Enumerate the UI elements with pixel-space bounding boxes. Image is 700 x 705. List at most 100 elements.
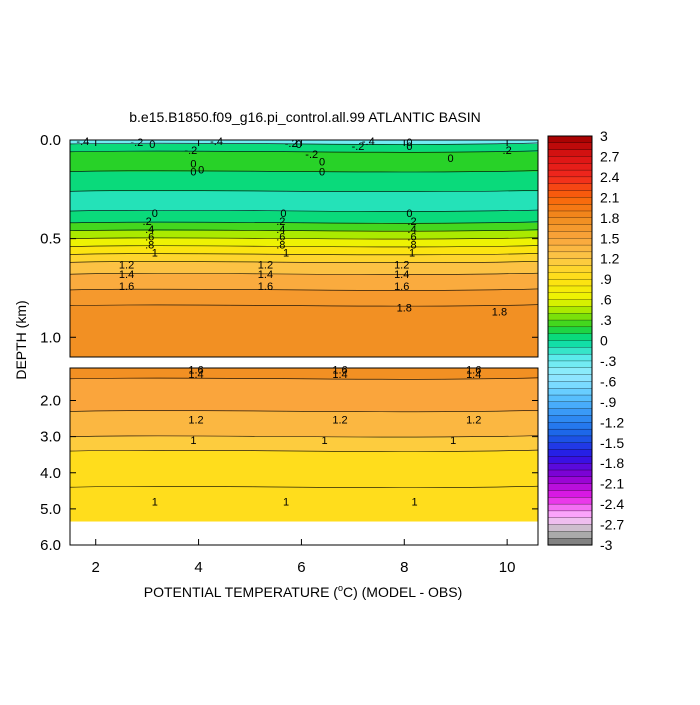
colorbar-swatch (547, 388, 593, 396)
colorbar-swatch (547, 476, 593, 485)
colorbar-swatch (547, 503, 593, 512)
contour-label: 1.2 (466, 415, 481, 427)
colorbar-swatch (547, 510, 593, 519)
contour-line (69, 229, 539, 232)
contour-band (70, 191, 538, 212)
colorbar-swatch (547, 333, 593, 342)
contour-line (69, 304, 539, 307)
colorbar-swatch (547, 204, 593, 212)
contour-band (70, 246, 538, 255)
contour-label: 1 (450, 435, 456, 447)
contour-label: .8 (407, 240, 416, 252)
colorbar-label: 3 (600, 128, 608, 144)
colorbar-swatch (547, 217, 593, 226)
contour-band (70, 436, 538, 452)
contour-label: 1.2 (332, 415, 347, 427)
contour-band (70, 171, 538, 192)
colorbar-swatch (547, 497, 593, 505)
contour-line (69, 209, 539, 212)
contour-band (70, 451, 538, 488)
contour-label: 1.6 (188, 364, 203, 376)
contour-label: 1 (152, 247, 158, 259)
contour-line (69, 272, 539, 275)
contour-line (69, 150, 539, 153)
contour-label: -.2 (184, 145, 197, 157)
colorbar-label: 0 (600, 333, 608, 349)
colorbar-swatch (547, 394, 593, 403)
colorbar-swatch (547, 190, 593, 198)
contour-line (69, 377, 539, 380)
colorbar-swatch (547, 463, 593, 471)
contour-label: 1.8 (397, 303, 412, 315)
contour-label: 1.4 (119, 269, 134, 281)
colorbar-swatch (547, 197, 593, 205)
colorbar-swatch (547, 408, 593, 417)
contour-label: 1.4 (258, 269, 273, 281)
y-tick-label: 0.5 (40, 231, 61, 248)
colorbar-label: 2.4 (600, 169, 620, 185)
colorbar-swatch (547, 531, 593, 539)
contour-label: 0 (406, 141, 412, 153)
contour-label: .2 (276, 216, 285, 228)
contour-line (69, 288, 539, 291)
contour-line (69, 142, 539, 145)
contour-line (69, 189, 539, 193)
contour-label: -.2 (285, 138, 298, 150)
contour-label: 0 (448, 153, 454, 165)
contour-label: 1 (412, 497, 418, 509)
contour-band (70, 368, 538, 380)
contour-label: .6 (145, 232, 154, 244)
colorbar-label: .9 (600, 271, 612, 287)
contour-label: 1.8 (492, 307, 507, 319)
contour-label: 1.4 (188, 369, 203, 381)
contour-band (70, 487, 538, 523)
contour-label: 0 (406, 208, 412, 220)
x-axis-label-post: C) (MODEL - OBS) (343, 584, 462, 600)
colorbar-label: -1.5 (600, 435, 624, 451)
contour-label: 1 (152, 497, 158, 509)
colorbar-swatch (547, 326, 593, 335)
no-data-region (70, 521, 538, 545)
x-axis: 2 4 6 8 10 (92, 140, 515, 576)
contour-band (70, 254, 538, 263)
x-axis-label: POTENTIAL TEMPERATURE (oC) (MODEL - OBS) (144, 583, 463, 600)
colorbar-swatch (547, 163, 593, 171)
contour-label: 1 (283, 247, 289, 259)
colorbar-label: -.6 (600, 373, 617, 389)
colorbar-swatch (547, 524, 593, 532)
contour-label: -.2 (352, 141, 365, 153)
colorbar-swatch (547, 456, 593, 464)
contour-band (70, 305, 538, 358)
contour-line (69, 245, 539, 248)
contour-label: 1 (283, 497, 289, 509)
colorbar-label: 1.8 (600, 210, 620, 226)
y-tick-label: 6.0 (40, 537, 61, 554)
contour-label: 1.4 (466, 369, 481, 381)
colorbar-swatch (547, 142, 593, 151)
contour-label: .2 (503, 145, 512, 157)
contour-band (70, 378, 538, 412)
colorbar-label: -3 (600, 537, 613, 553)
contour-label: 1.2 (394, 259, 409, 271)
contour-label: -.4 (362, 136, 375, 148)
colorbar-label: -1.2 (600, 414, 624, 430)
contour-line (69, 261, 539, 264)
colorbar-swatch (547, 442, 593, 451)
colorbar-swatch (547, 428, 593, 437)
contour-line (69, 449, 539, 452)
contour-label: 0 (152, 208, 158, 220)
contour-band (70, 262, 538, 275)
contour-label: 1 (409, 247, 415, 259)
contour-band (70, 411, 538, 438)
colorbar-swatch (547, 401, 593, 410)
contour-band (70, 151, 538, 173)
contour-line (69, 170, 539, 173)
x-tick-label: 2 (92, 559, 100, 576)
colorbar-label: -.3 (600, 353, 617, 369)
contour-label: .2 (407, 216, 416, 228)
colorbar-swatch (547, 238, 593, 246)
contour-label: .8 (145, 240, 154, 252)
colorbar-swatch (547, 306, 593, 314)
contour-label: .6 (276, 232, 285, 244)
